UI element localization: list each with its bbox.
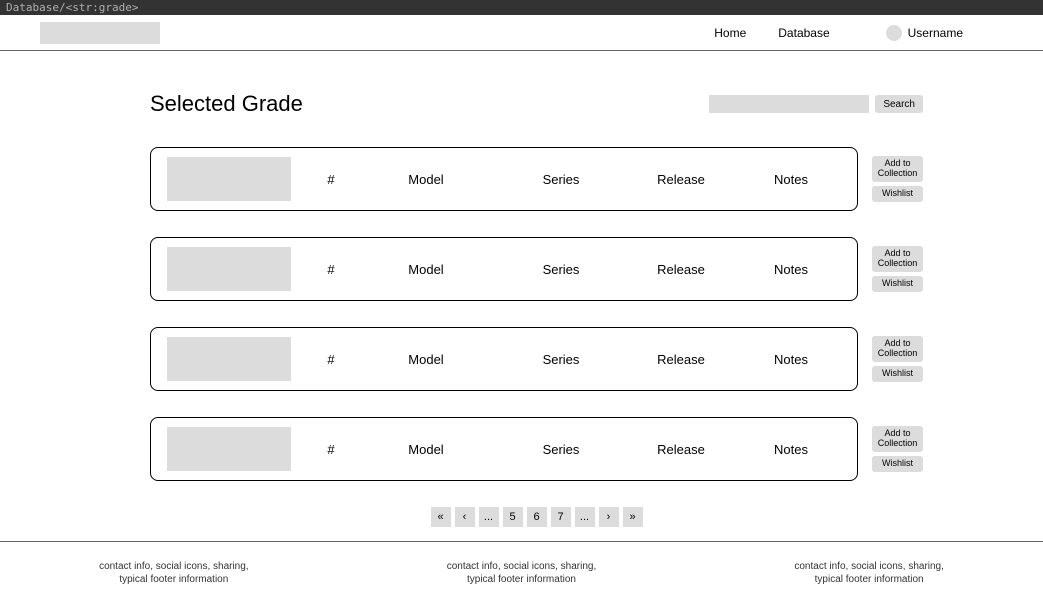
- top-nav: Home Database Username: [0, 15, 1043, 51]
- thumbnail-placeholder: [167, 157, 291, 201]
- row-actions: Add to Collection Wishlist: [872, 336, 923, 382]
- username-label[interactable]: Username: [908, 26, 963, 40]
- page-6-button[interactable]: 6: [527, 507, 547, 527]
- add-to-collection-button[interactable]: Add to Collection: [872, 336, 923, 362]
- url-bar: Database/<str:grade>: [0, 0, 1043, 15]
- col-model: Model: [351, 172, 501, 187]
- footer-text: contact info, social icons, sharing,: [794, 560, 944, 573]
- col-release: Release: [621, 262, 741, 277]
- page-7-button[interactable]: 7: [551, 507, 571, 527]
- item-card[interactable]: # Model Series Release Notes: [150, 147, 858, 211]
- footer-text: contact info, social icons, sharing,: [99, 560, 249, 573]
- add-to-collection-button[interactable]: Add to Collection: [872, 426, 923, 452]
- col-model: Model: [351, 442, 501, 457]
- wishlist-button[interactable]: Wishlist: [872, 276, 923, 292]
- footer-text: contact info, social icons, sharing,: [447, 560, 597, 573]
- footer-col-2: contact info, social icons, sharing, typ…: [447, 560, 597, 586]
- footer-col-3: contact info, social icons, sharing, typ…: [794, 560, 944, 586]
- footer-text: typical footer information: [447, 573, 597, 586]
- col-number: #: [311, 172, 351, 187]
- col-model: Model: [351, 262, 501, 277]
- col-release: Release: [621, 442, 741, 457]
- col-series: Series: [501, 442, 621, 457]
- page-last-button[interactable]: »: [623, 507, 643, 527]
- col-model: Model: [351, 352, 501, 367]
- wishlist-button[interactable]: Wishlist: [872, 456, 923, 472]
- col-series: Series: [501, 352, 621, 367]
- col-series: Series: [501, 262, 621, 277]
- add-to-collection-button[interactable]: Add to Collection: [872, 246, 923, 272]
- row-actions: Add to Collection Wishlist: [872, 156, 923, 202]
- item-card[interactable]: # Model Series Release Notes: [150, 327, 858, 391]
- page-prev-button[interactable]: ‹: [455, 507, 475, 527]
- footer-text: typical footer information: [99, 573, 249, 586]
- wishlist-button[interactable]: Wishlist: [872, 366, 923, 382]
- col-notes: Notes: [741, 262, 841, 277]
- col-notes: Notes: [741, 172, 841, 187]
- page-ellipsis[interactable]: ...: [479, 507, 499, 527]
- item-card[interactable]: # Model Series Release Notes: [150, 417, 858, 481]
- col-number: #: [311, 262, 351, 277]
- footer-col-1: contact info, social icons, sharing, typ…: [99, 560, 249, 586]
- col-notes: Notes: [741, 442, 841, 457]
- logo-placeholder: [40, 22, 160, 44]
- page-next-button[interactable]: ›: [599, 507, 619, 527]
- col-number: #: [311, 442, 351, 457]
- col-series: Series: [501, 172, 621, 187]
- list-row: # Model Series Release Notes Add to Coll…: [150, 147, 923, 211]
- list-row: # Model Series Release Notes Add to Coll…: [150, 237, 923, 301]
- search-input[interactable]: [709, 95, 869, 113]
- col-release: Release: [621, 172, 741, 187]
- row-actions: Add to Collection Wishlist: [872, 246, 923, 292]
- thumbnail-placeholder: [167, 337, 291, 381]
- footer-text: typical footer information: [794, 573, 944, 586]
- page-first-button[interactable]: «: [431, 507, 451, 527]
- nav-database[interactable]: Database: [778, 26, 829, 40]
- header-row: Selected Grade Search: [150, 91, 923, 117]
- nav-home[interactable]: Home: [714, 26, 746, 40]
- item-card[interactable]: # Model Series Release Notes: [150, 237, 858, 301]
- col-notes: Notes: [741, 352, 841, 367]
- col-number: #: [311, 352, 351, 367]
- thumbnail-placeholder: [167, 247, 291, 291]
- page-title: Selected Grade: [150, 91, 709, 117]
- row-actions: Add to Collection Wishlist: [872, 426, 923, 472]
- page-ellipsis[interactable]: ...: [575, 507, 595, 527]
- thumbnail-placeholder: [167, 427, 291, 471]
- list-row: # Model Series Release Notes Add to Coll…: [150, 417, 923, 481]
- footer: contact info, social icons, sharing, typ…: [0, 541, 1043, 604]
- list-row: # Model Series Release Notes Add to Coll…: [150, 327, 923, 391]
- search-button[interactable]: Search: [875, 95, 923, 113]
- add-to-collection-button[interactable]: Add to Collection: [872, 156, 923, 182]
- pagination: « ‹ ... 5 6 7 ... › »: [150, 507, 923, 527]
- wishlist-button[interactable]: Wishlist: [872, 186, 923, 202]
- avatar[interactable]: [886, 25, 902, 41]
- content-area: Selected Grade Search # Model Series Rel…: [0, 51, 1043, 527]
- col-release: Release: [621, 352, 741, 367]
- page-5-button[interactable]: 5: [503, 507, 523, 527]
